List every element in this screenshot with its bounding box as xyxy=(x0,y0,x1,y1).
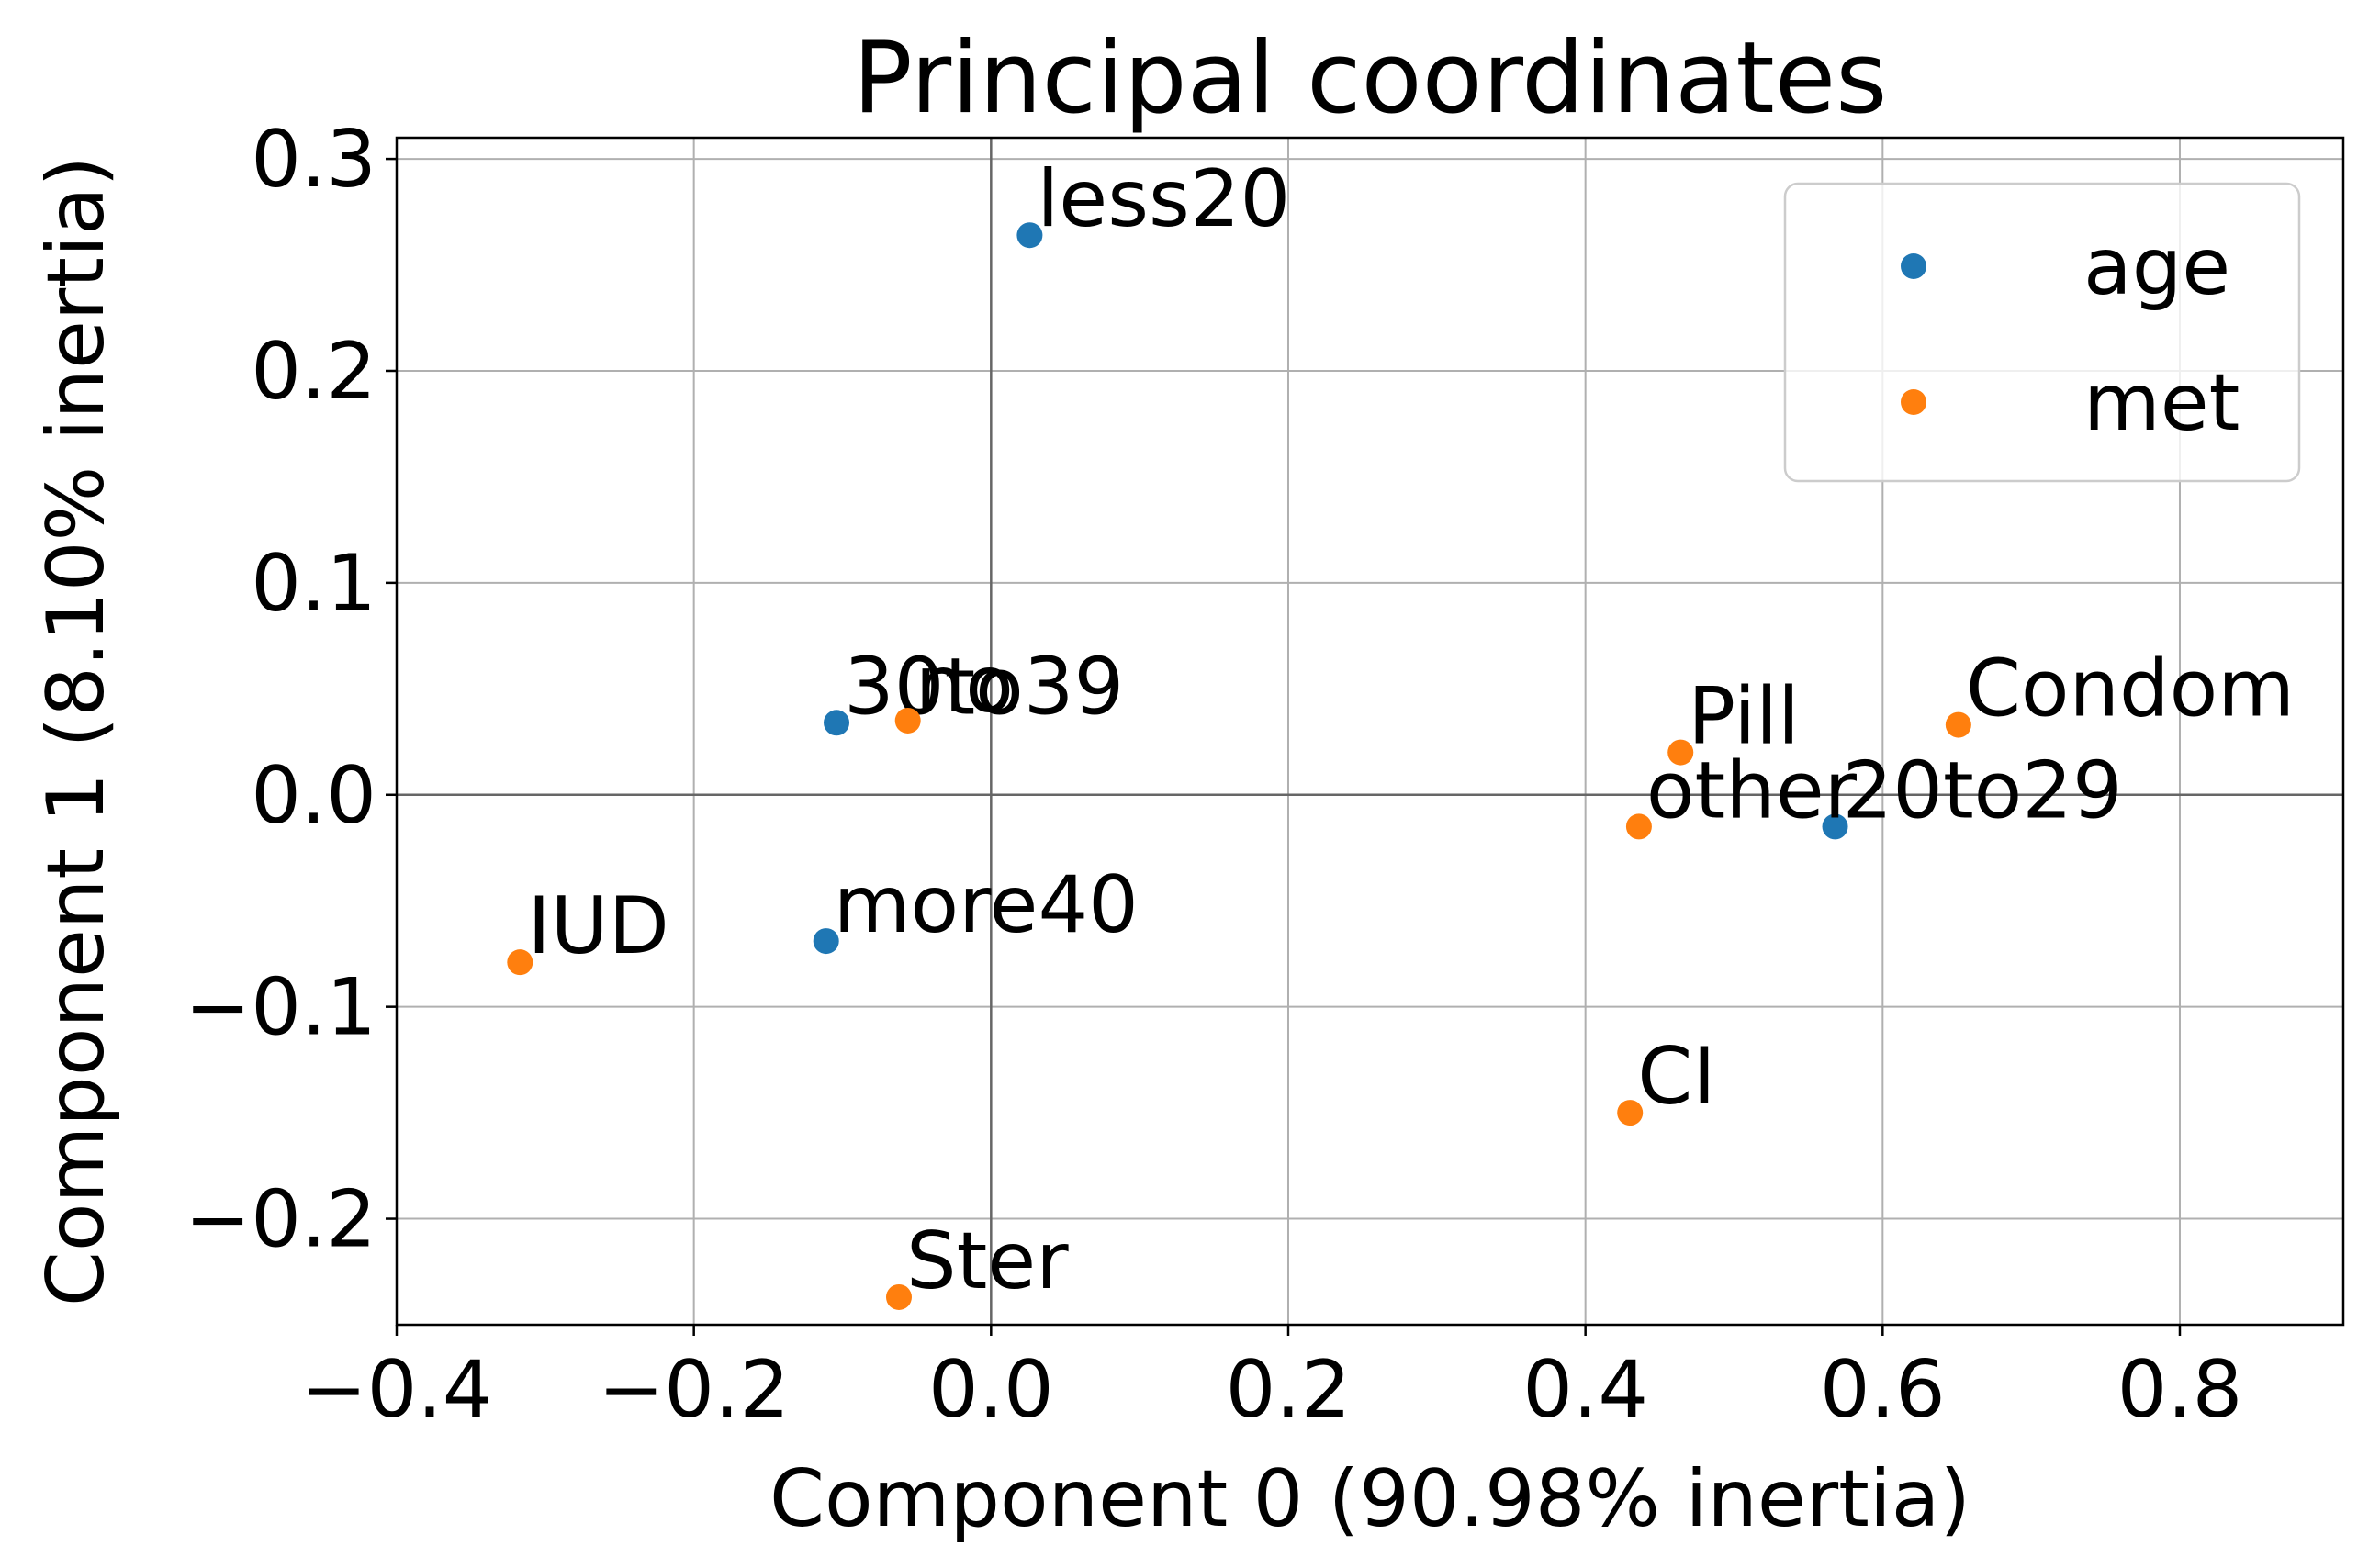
point-label-pill: Pill xyxy=(1688,671,1800,763)
x-tick-label: 0.8 xyxy=(2117,1344,2243,1436)
y-axis-label: Component 1 (8.10% inertia) xyxy=(30,156,122,1306)
y-tick-label: −0.2 xyxy=(185,1174,376,1266)
data-point-condom xyxy=(1945,711,1971,738)
legend-marker-met xyxy=(1901,389,1926,415)
zero-lines xyxy=(397,138,2343,1325)
point-label-other: other xyxy=(1646,745,1858,836)
y-tick-label: −0.1 xyxy=(185,962,376,1054)
y-tick-label: 0.1 xyxy=(251,538,376,630)
plot-frame xyxy=(395,136,2345,1327)
legend: age met xyxy=(1783,182,2301,483)
y-tick-label: 0.2 xyxy=(251,326,376,418)
legend-label-age: age xyxy=(2083,221,2230,313)
data-point-30to39 xyxy=(824,710,850,736)
data-point-ci xyxy=(1617,1100,1644,1126)
point-label-20to29: 20to29 xyxy=(1843,745,2123,836)
data-point-less20 xyxy=(1016,222,1043,249)
point-label-iud: IUD xyxy=(527,880,669,972)
x-axis-label: Component 0 (90.98% inertia) xyxy=(769,1453,1970,1545)
point-label-more40: more40 xyxy=(834,859,1139,951)
x-tick-label: −0.4 xyxy=(301,1344,493,1436)
data-point-no xyxy=(894,707,921,734)
x-tick-label: 0.4 xyxy=(1522,1344,1648,1436)
x-tick-label: −0.2 xyxy=(598,1344,790,1436)
point-label-no: no xyxy=(915,639,1014,731)
y-tick-label: 0.3 xyxy=(251,114,376,206)
point-label-ci: CI xyxy=(1637,1031,1715,1123)
data-point-ster xyxy=(885,1283,912,1310)
point-label-ster: Ster xyxy=(906,1215,1069,1307)
ticks: −0.4 −0.2 0.0 0.2 0.4 0.6 0.8 −0.2 −0.1 0.0 0.1 0.2… xyxy=(185,114,2242,1436)
x-tick-label: 0.0 xyxy=(928,1344,1054,1436)
chart-title: Principal coordinates xyxy=(853,21,1888,136)
data-point-pill xyxy=(1667,739,1694,766)
x-tick-label: 0.2 xyxy=(1226,1344,1352,1436)
legend-label-met: met xyxy=(2083,357,2240,449)
data-point-more40 xyxy=(813,928,839,955)
x-tick-label: 0.6 xyxy=(1820,1344,1946,1436)
data-point-iud xyxy=(507,949,533,976)
legend-marker-age xyxy=(1901,253,1926,279)
data-points: less20 30to39 20to29 more40 no Pill Condom othe… xyxy=(507,153,2295,1310)
point-label-less20: less20 xyxy=(1037,153,1290,245)
data-point-other xyxy=(1625,813,1652,840)
y-tick-label: 0.0 xyxy=(251,750,376,842)
point-label-condom: Condom xyxy=(1966,644,2295,735)
point-label-30to39: 30to39 xyxy=(844,641,1124,733)
data-point-20to29 xyxy=(1822,813,1848,840)
